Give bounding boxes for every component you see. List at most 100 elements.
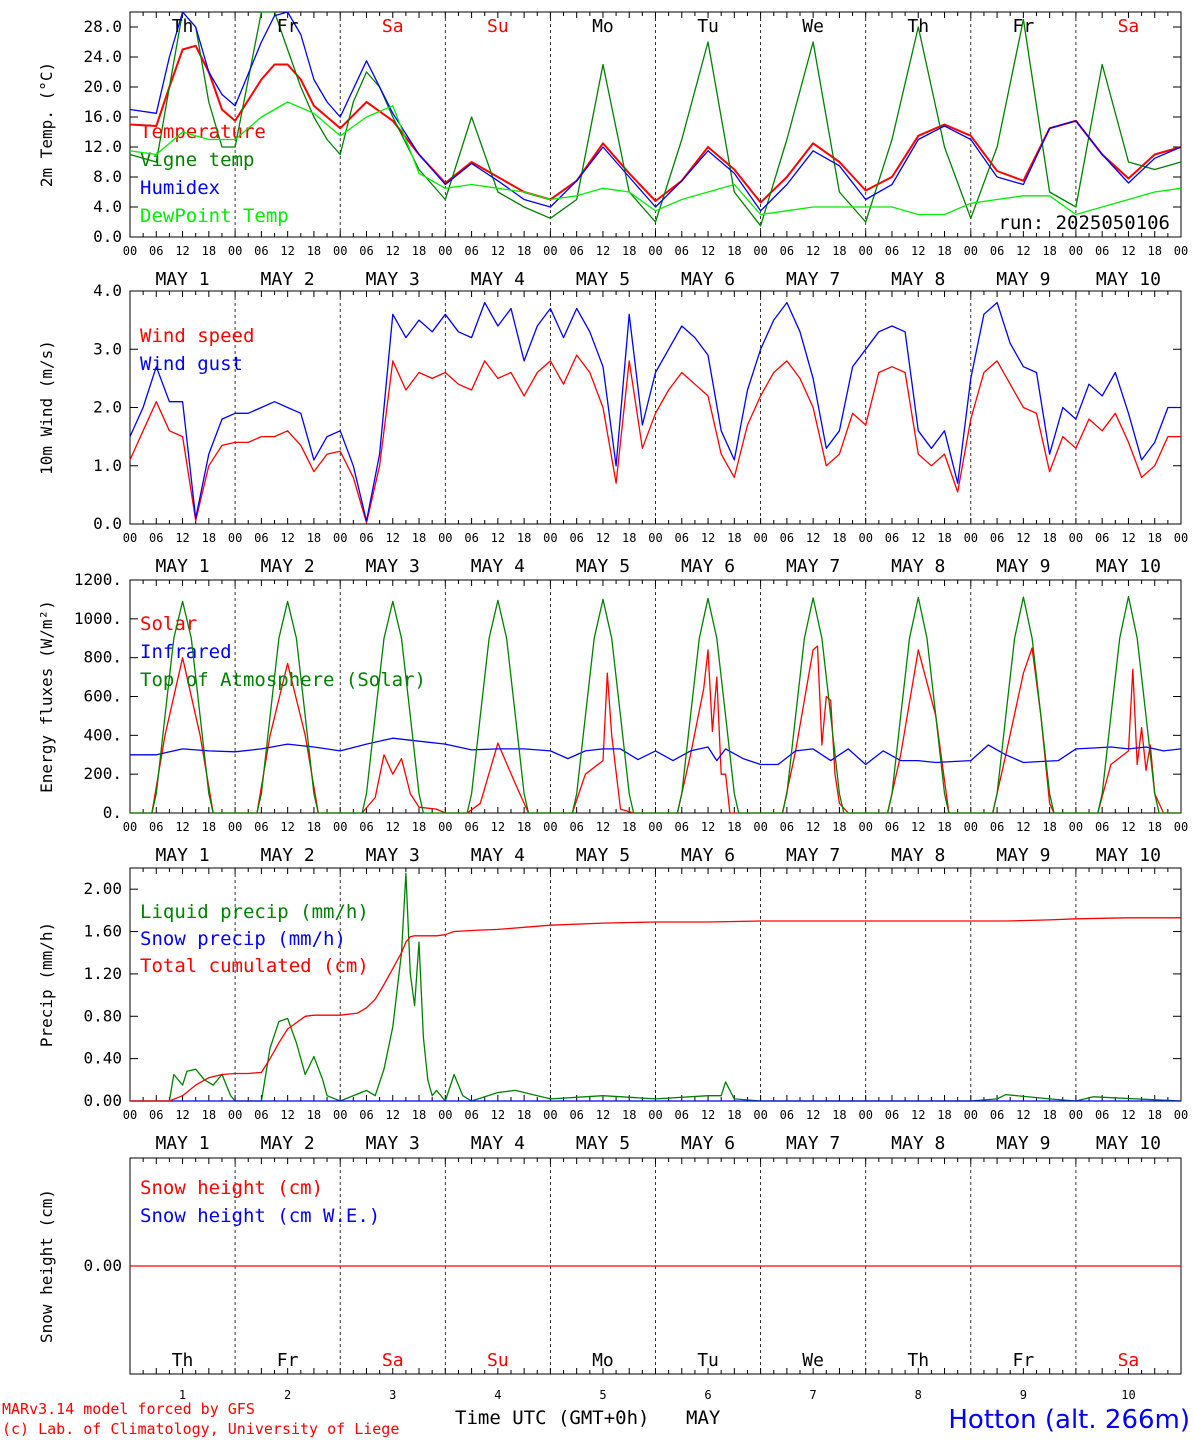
y-tick-label: 400. xyxy=(83,725,122,744)
hour-label: 06 xyxy=(254,1108,268,1122)
hour-label: 12 xyxy=(806,531,820,545)
date-label: MAY 2 xyxy=(261,1133,315,1154)
date-label: MAY 9 xyxy=(996,845,1050,866)
series-line-1 xyxy=(129,11,1182,227)
hour-label: 00 xyxy=(228,820,242,834)
hour-label: 00 xyxy=(1069,1108,1083,1122)
y-tick-label: 1.20 xyxy=(83,964,122,983)
hour-label: 06 xyxy=(464,531,478,545)
hour-label: 12 xyxy=(911,1108,925,1122)
hour-label: 12 xyxy=(701,820,715,834)
hour-label: 00 xyxy=(228,531,242,545)
hour-label: 00 xyxy=(753,531,767,545)
hour-label: 00 xyxy=(753,244,767,258)
hour-label: 12 xyxy=(1121,531,1135,545)
hour-label: 12 xyxy=(491,244,505,258)
hour-label: 00 xyxy=(123,244,137,258)
hour-label: 18 xyxy=(832,531,846,545)
hour-label: 06 xyxy=(780,1108,794,1122)
panel-4: 0.00 0.40 0.80 1.20 1.60 2.00 Precip (mm/h) Liq… xyxy=(37,867,1188,1154)
hour-label: 12 xyxy=(280,820,294,834)
hour-label: 18 xyxy=(937,1108,951,1122)
hour-label: 06 xyxy=(780,531,794,545)
hour-label: 06 xyxy=(885,244,899,258)
hour-label: 06 xyxy=(990,244,1004,258)
hour-label: 00 xyxy=(543,244,557,258)
hour-label: 06 xyxy=(780,244,794,258)
y-tick-label: 24.0 xyxy=(83,47,122,66)
hour-label: 18 xyxy=(517,1108,531,1122)
hour-label: 12 xyxy=(1016,1108,1030,1122)
hour-label: 12 xyxy=(280,1108,294,1122)
hour-label: 00 xyxy=(543,1108,557,1122)
hour-label: 12 xyxy=(806,244,820,258)
hour-label: 12 xyxy=(386,244,400,258)
date-label: MAY 9 xyxy=(996,556,1050,577)
hour-label: 12 xyxy=(1121,820,1135,834)
date-label: MAY 7 xyxy=(786,845,840,866)
hour-label: 06 xyxy=(675,244,689,258)
hour-label: 00 xyxy=(123,531,137,545)
panel-5: 0.00 Snow height (cm) Snow height (cm) Snow… xyxy=(37,1157,1182,1402)
y-tick-label: 2.00 xyxy=(83,879,122,898)
hour-label: 06 xyxy=(149,244,163,258)
hour-label: 18 xyxy=(727,820,741,834)
hour-label: 18 xyxy=(1147,531,1161,545)
hour-label: 06 xyxy=(885,531,899,545)
day-number: 9 xyxy=(1020,1388,1027,1402)
hour-label: 00 xyxy=(858,820,872,834)
hour-label: 00 xyxy=(438,244,452,258)
hour-label: 18 xyxy=(832,820,846,834)
panel-3: 0. 200. 400. 600. 800. 1000. 1200. Energy fluxe… xyxy=(37,570,1188,866)
hour-label: 06 xyxy=(885,820,899,834)
series-line-0 xyxy=(130,872,1182,1102)
day-name: Th xyxy=(907,16,929,37)
hour-label: 00 xyxy=(964,244,978,258)
hour-label: 18 xyxy=(1147,1108,1161,1122)
hour-label: 00 xyxy=(123,1108,137,1122)
hour-label: 12 xyxy=(911,244,925,258)
hour-label: 06 xyxy=(359,531,373,545)
legend-entry: Snow precip (mm/h) xyxy=(140,928,346,950)
hour-label: 06 xyxy=(359,1108,373,1122)
hour-label: 00 xyxy=(1174,244,1188,258)
hour-label: 06 xyxy=(464,1108,478,1122)
date-label: MAY 7 xyxy=(786,1133,840,1154)
hour-label: 18 xyxy=(307,820,321,834)
hour-label: 06 xyxy=(149,820,163,834)
day-name: Tu xyxy=(697,1350,719,1371)
day-name: Fr xyxy=(1013,1350,1035,1371)
hour-label: 00 xyxy=(1174,531,1188,545)
date-label: MAY 5 xyxy=(576,1133,630,1154)
legend-entry: Top of Atmosphere (Solar) xyxy=(140,669,426,691)
y-tick-label: 1000. xyxy=(74,609,122,628)
hour-label: 12 xyxy=(491,1108,505,1122)
date-label: MAY 1 xyxy=(155,1133,209,1154)
hour-label: 06 xyxy=(464,820,478,834)
date-label: MAY 1 xyxy=(155,556,209,577)
y-tick-label: 8.0 xyxy=(93,167,122,186)
hour-label: 06 xyxy=(1095,820,1109,834)
y-tick-label: 0. xyxy=(103,803,122,822)
hour-label: 06 xyxy=(1095,1108,1109,1122)
hour-label: 12 xyxy=(701,1108,715,1122)
hour-label: 00 xyxy=(333,1108,347,1122)
hour-label: 00 xyxy=(438,820,452,834)
hour-label: 18 xyxy=(1042,244,1056,258)
hour-label: 18 xyxy=(622,244,636,258)
plot-frame xyxy=(129,11,1182,238)
hour-label: 00 xyxy=(1069,531,1083,545)
y-tick-label: 0.00 xyxy=(83,1256,122,1275)
day-number: 2 xyxy=(284,1388,291,1402)
legend-entry: Humidex xyxy=(140,177,220,199)
hour-label: 12 xyxy=(806,1108,820,1122)
hour-label: 00 xyxy=(648,820,662,834)
hour-label: 18 xyxy=(517,244,531,258)
hour-label: 00 xyxy=(1069,820,1083,834)
hour-label: 12 xyxy=(175,1108,189,1122)
hour-label: 18 xyxy=(202,820,216,834)
day-number: 1 xyxy=(179,1388,186,1402)
hour-label: 06 xyxy=(1095,531,1109,545)
date-label: MAY 8 xyxy=(891,1133,945,1154)
hour-label: 00 xyxy=(438,1108,452,1122)
